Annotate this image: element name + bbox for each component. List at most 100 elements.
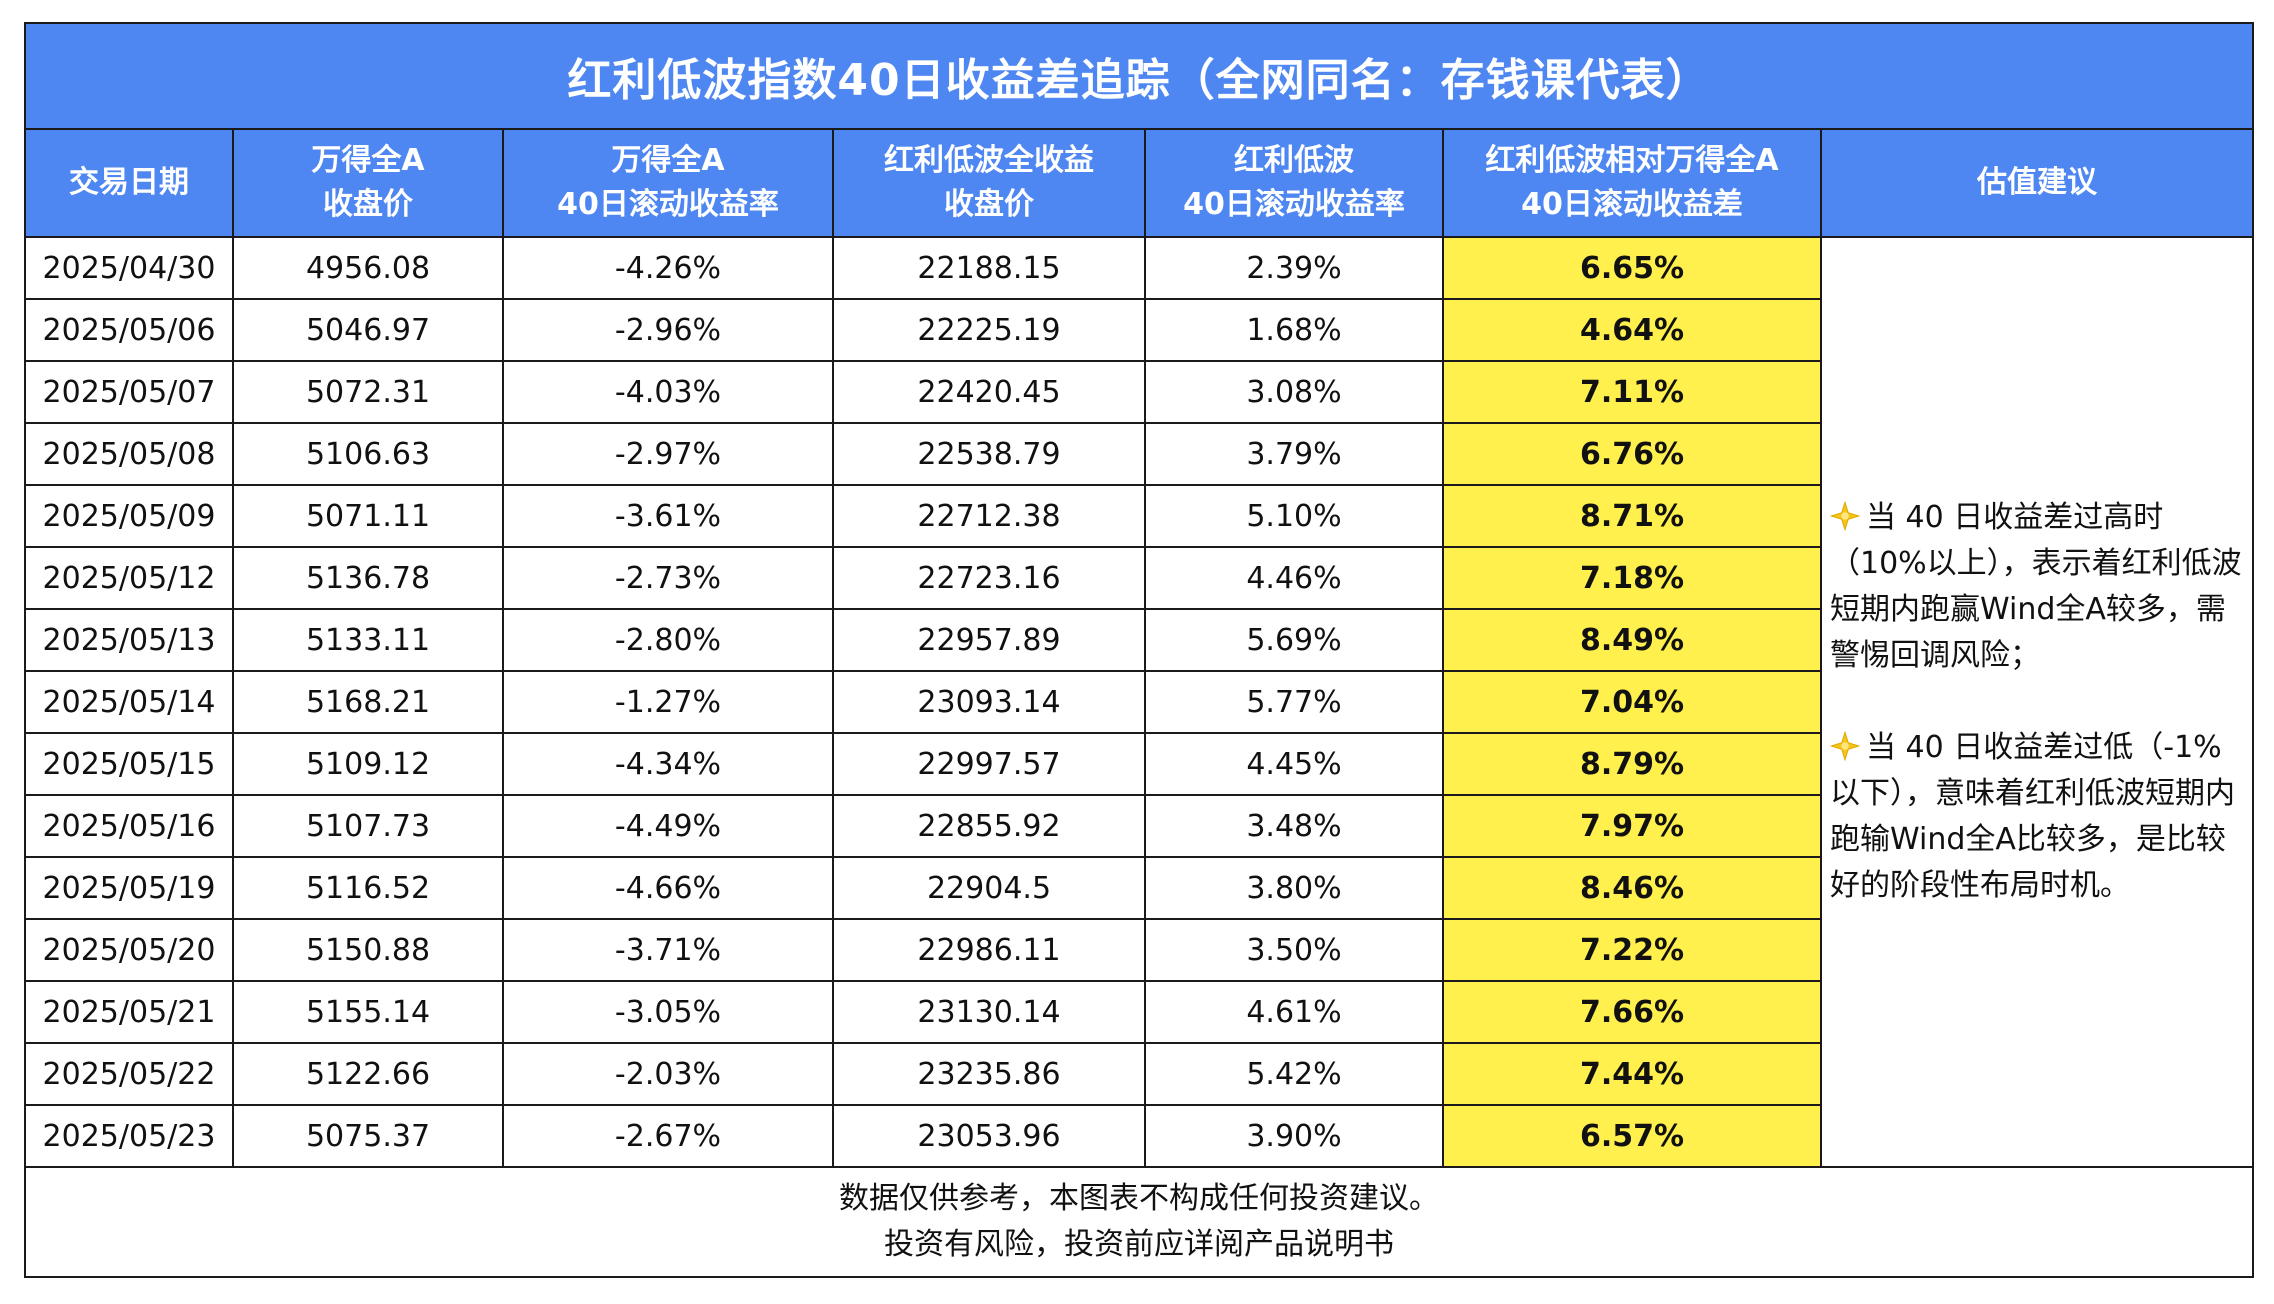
wind-a-close-cell: 5122.66 <box>232 1042 504 1106</box>
return-spread-cell: 7.66% <box>1442 980 1822 1044</box>
wind-a-return-cell: -4.03% <box>502 360 834 424</box>
column-header-line: 万得全A <box>311 143 425 178</box>
disclaimer-line-2: 投资有风险，投资前应详阅产品说明书 <box>884 1227 1395 1262</box>
table-row: 2025/05/15 5109.12 -4.34% 22997.57 4.45% 8.79… <box>24 732 2253 796</box>
column-header-line: 红利低波相对万得全A <box>1485 143 1779 178</box>
dividend-lowvol-close-cell: 22904.5 <box>832 856 1146 920</box>
dividend-lowvol-return-cell: 4.45% <box>1144 732 1444 796</box>
table-row: 2025/05/12 5136.78 -2.73% 22723.16 4.46% 7.18… <box>24 546 2253 610</box>
wind-a-close-cell: 5109.12 <box>232 732 504 796</box>
table-row: 2025/05/09 5071.11 -3.61% 22712.38 5.10% 8.71… <box>24 484 2253 548</box>
wind-a-close-cell: 5133.11 <box>232 608 504 672</box>
wind-a-return-cell: -3.05% <box>502 980 834 1044</box>
table-row: 2025/05/14 5168.21 -1.27% 23093.14 5.77% 7.04… <box>24 670 2253 734</box>
disclaimer-line-1: 数据仅供参考，本图表不构成任何投资建议。 <box>839 1181 1440 1216</box>
dividend-lowvol-return-cell: 5.69% <box>1144 608 1444 672</box>
date-cell: 2025/05/07 <box>24 360 234 424</box>
wind-a-return-cell: -3.61% <box>502 484 834 548</box>
dividend-lowvol-close-cell: 22997.57 <box>832 732 1146 796</box>
wind-a-return-cell: -1.27% <box>502 670 834 734</box>
dividend-lowvol-close-cell: 22225.19 <box>832 298 1146 362</box>
return-spread-cell: 8.49% <box>1442 608 1822 672</box>
wind-a-close-cell: 5046.97 <box>232 298 504 362</box>
wind-a-close-cell: 5168.21 <box>232 670 504 734</box>
return-spread-cell: 8.71% <box>1442 484 1822 548</box>
wind-a-return-cell: -2.67% <box>502 1104 834 1168</box>
disclaimer-cell: 数据仅供参考，本图表不构成任何投资建议。 投资有风险，投资前应详阅产品说明书 <box>23 1166 2255 1278</box>
dividend-lowvol-close-cell: 22855.92 <box>832 794 1146 858</box>
wind-a-close-cell: 5116.52 <box>232 856 504 920</box>
dividend-lowvol-return-cell: 4.61% <box>1144 980 1444 1044</box>
wind-a-return-cell: -2.97% <box>502 422 834 486</box>
table-body: 2025/04/30 4956.08 -4.26% 22188.15 2.39% 6.65… <box>24 236 2255 1168</box>
column-header-wind-a-return: 万得全A 40日滚动收益率 <box>502 128 834 238</box>
return-spread-cell: 6.76% <box>1442 422 1822 486</box>
dividend-lowvol-close-cell: 22986.11 <box>832 918 1146 982</box>
advice-high-text: 当 40 日收益差过高时（10%以上），表示着红利低波短期内跑赢Wind全A较多… <box>1830 500 2242 673</box>
wind-a-close-cell: 5071.11 <box>232 484 504 548</box>
return-spread-cell: 7.44% <box>1442 1042 1822 1106</box>
dividend-lowvol-close-cell: 22957.89 <box>832 608 1146 672</box>
date-cell: 2025/05/12 <box>24 546 234 610</box>
return-spread-cell: 8.46% <box>1442 856 1822 920</box>
dividend-lowvol-close-cell: 22188.15 <box>832 236 1146 300</box>
tracking-table: 红利低波指数40日收益差追踪（全网同名：存钱课代表） 交易日期 万得全A 收盘价 万得… <box>23 22 2255 1278</box>
dividend-lowvol-close-cell: 22420.45 <box>832 360 1146 424</box>
return-spread-cell: 7.04% <box>1442 670 1822 734</box>
dividend-lowvol-return-cell: 3.90% <box>1144 1104 1444 1168</box>
advice-low: 当 40 日收益差过低（-1%以下），意味着红利低波短期内跑输Wind全A比较多… <box>1830 725 2244 909</box>
wind-a-return-cell: -2.96% <box>502 298 834 362</box>
date-cell: 2025/05/06 <box>24 298 234 362</box>
column-header-line: 40日滚动收益率 <box>1183 187 1405 222</box>
sparkle-star-icon <box>1830 731 1860 761</box>
table-row: 2025/05/20 5150.88 -3.71% 22986.11 3.50% 7.22… <box>24 918 2253 982</box>
wind-a-close-cell: 5107.73 <box>232 794 504 858</box>
wind-a-close-cell: 5075.37 <box>232 1104 504 1168</box>
wind-a-return-cell: -3.71% <box>502 918 834 982</box>
column-header-row: 交易日期 万得全A 收盘价 万得全A 40日滚动收益率 红利低波全收益 收盘价 红利低波 40日… <box>24 128 2255 238</box>
advice-low-text: 当 40 日收益差过低（-1%以下），意味着红利低波短期内跑输Wind全A比较多… <box>1830 730 2235 903</box>
column-header-line: 交易日期 <box>69 165 189 200</box>
wind-a-close-cell: 5072.31 <box>232 360 504 424</box>
wind-a-return-cell: -4.26% <box>502 236 834 300</box>
wind-a-close-cell: 5106.63 <box>232 422 504 486</box>
valuation-advice-cell: 当 40 日收益差过高时（10%以上），表示着红利低波短期内跑赢Wind全A较多… <box>1819 236 2255 1168</box>
dividend-lowvol-return-cell: 3.50% <box>1144 918 1444 982</box>
dividend-lowvol-return-cell: 5.77% <box>1144 670 1444 734</box>
return-spread-cell: 6.65% <box>1442 236 1822 300</box>
dividend-lowvol-return-cell: 3.08% <box>1144 360 1444 424</box>
date-cell: 2025/04/30 <box>24 236 234 300</box>
column-header-dividend-lowvol-close: 红利低波全收益 收盘价 <box>832 128 1146 238</box>
column-header-line: 万得全A <box>611 143 725 178</box>
column-header-line: 红利低波 <box>1234 143 1354 178</box>
date-cell: 2025/05/13 <box>24 608 234 672</box>
wind-a-close-cell: 4956.08 <box>232 236 504 300</box>
dividend-lowvol-close-cell: 23130.14 <box>832 980 1146 1044</box>
date-cell: 2025/05/23 <box>24 1104 234 1168</box>
return-spread-cell: 8.79% <box>1442 732 1822 796</box>
date-cell: 2025/05/08 <box>24 422 234 486</box>
table-row: 2025/05/06 5046.97 -2.96% 22225.19 1.68% 4.64… <box>24 298 2253 362</box>
wind-a-return-cell: -4.34% <box>502 732 834 796</box>
dividend-lowvol-return-cell: 3.48% <box>1144 794 1444 858</box>
return-spread-cell: 7.97% <box>1442 794 1822 858</box>
column-header-line: 红利低波全收益 <box>884 143 1094 178</box>
table-row: 2025/05/23 5075.37 -2.67% 23053.96 3.90% 6.57… <box>24 1104 2253 1168</box>
sparkle-star-icon <box>1830 501 1860 531</box>
column-header-line: 收盘价 <box>944 187 1034 222</box>
dividend-lowvol-return-cell: 4.46% <box>1144 546 1444 610</box>
wind-a-return-cell: -4.66% <box>502 856 834 920</box>
table-row: 2025/05/08 5106.63 -2.97% 22538.79 3.79% 6.76… <box>24 422 2253 486</box>
date-cell: 2025/05/15 <box>24 732 234 796</box>
dividend-lowvol-return-cell: 2.39% <box>1144 236 1444 300</box>
column-header-line: 估值建议 <box>1977 165 2098 200</box>
dividend-lowvol-close-cell: 22538.79 <box>832 422 1146 486</box>
wind-a-return-cell: -2.80% <box>502 608 834 672</box>
date-cell: 2025/05/20 <box>24 918 234 982</box>
advice-high: 当 40 日收益差过高时（10%以上），表示着红利低波短期内跑赢Wind全A较多… <box>1830 495 2244 679</box>
column-header-return-spread: 红利低波相对万得全A 40日滚动收益差 <box>1442 128 1822 238</box>
date-cell: 2025/05/21 <box>24 980 234 1044</box>
date-cell: 2025/05/16 <box>24 794 234 858</box>
dividend-lowvol-return-cell: 5.10% <box>1144 484 1444 548</box>
date-cell: 2025/05/22 <box>24 1042 234 1106</box>
